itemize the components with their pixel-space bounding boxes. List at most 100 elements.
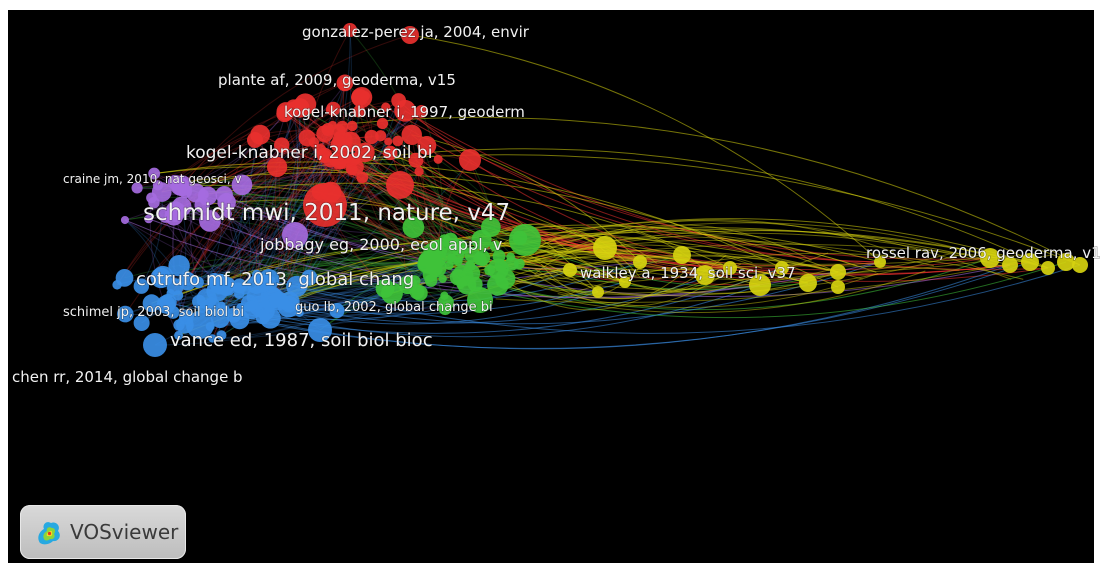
node-purple[interactable] (144, 214, 154, 224)
node-blue[interactable] (259, 307, 281, 329)
node-blue[interactable] (159, 293, 177, 311)
node-label[interactable]: craine jm, 2010, nat geosci, v (62, 171, 242, 186)
node-red[interactable] (343, 154, 353, 164)
node-blue[interactable] (178, 271, 197, 291)
node-blue[interactable] (174, 330, 184, 340)
node-red[interactable] (346, 120, 358, 132)
node-blue[interactable] (269, 291, 289, 311)
node-green[interactable] (474, 249, 491, 266)
node-red[interactable] (352, 105, 366, 118)
node-red[interactable] (401, 26, 419, 44)
node-yellow[interactable] (980, 248, 1000, 268)
node-purple[interactable] (282, 222, 308, 248)
node-label[interactable]: vance ed, 1987, soil biol bioc (169, 329, 433, 351)
node-blue[interactable] (112, 280, 122, 290)
node-red[interactable] (401, 124, 422, 146)
node-yellow[interactable] (592, 286, 604, 298)
node-label[interactable]: schimel jp, 2003, soil biol bi (62, 304, 244, 320)
node-blue[interactable] (242, 300, 261, 320)
node-blue[interactable] (308, 318, 332, 342)
node-red[interactable] (345, 163, 358, 176)
node-green[interactable] (438, 234, 452, 247)
node-yellow[interactable] (830, 264, 846, 280)
node-label[interactable]: kogel-knabner i, 1997, geoderm (283, 102, 525, 121)
node-green[interactable] (467, 287, 493, 313)
node-label[interactable]: guo lb, 2002, global change bi (294, 299, 493, 315)
node-yellow[interactable] (1002, 257, 1018, 273)
node-red[interactable] (392, 135, 404, 147)
node-red[interactable] (331, 154, 347, 170)
node-blue[interactable] (186, 311, 214, 339)
node-purple[interactable] (151, 182, 172, 202)
node-green[interactable] (418, 250, 442, 274)
node-blue[interactable] (133, 314, 150, 331)
node-purple[interactable] (131, 182, 143, 194)
node-green[interactable] (398, 275, 418, 295)
node-red[interactable] (417, 136, 437, 156)
node-blue[interactable] (210, 309, 230, 329)
node-yellow[interactable] (563, 263, 577, 277)
node-red[interactable] (382, 145, 398, 161)
node-green[interactable] (466, 260, 475, 269)
node-red[interactable] (415, 105, 429, 119)
node-red[interactable] (332, 130, 353, 151)
node-red[interactable] (364, 129, 379, 145)
node-green[interactable] (375, 278, 395, 298)
node-red[interactable] (326, 101, 341, 116)
node-red[interactable] (303, 183, 347, 227)
node-purple[interactable] (223, 209, 232, 219)
node-label[interactable]: walkley a, 1934, soil sci, v37 (579, 263, 796, 282)
node-label[interactable]: jobbagy eg, 2000, ecol appl, v (258, 234, 502, 254)
node-yellow[interactable] (1041, 261, 1055, 275)
node-blue[interactable] (143, 333, 167, 357)
node-red[interactable] (376, 117, 389, 130)
node-blue[interactable] (254, 274, 273, 293)
node-red[interactable] (266, 156, 288, 177)
node-yellow[interactable] (695, 265, 715, 285)
node-red[interactable] (338, 78, 352, 91)
node-yellow[interactable] (1021, 253, 1039, 271)
node-red[interactable] (384, 137, 393, 146)
node-green[interactable] (489, 240, 501, 252)
node-blue[interactable] (226, 307, 242, 323)
node-blue[interactable] (192, 276, 204, 288)
node-green[interactable] (509, 224, 541, 256)
node-purple[interactable] (231, 174, 253, 196)
node-green[interactable] (443, 244, 465, 265)
node-red[interactable] (247, 132, 263, 148)
node-blue[interactable] (192, 294, 207, 309)
node-label[interactable]: cotrufo mf, 2013, global chang (135, 268, 414, 290)
node-red[interactable] (355, 142, 375, 163)
node-yellow[interactable] (1057, 253, 1075, 271)
node-red[interactable] (273, 137, 290, 153)
node-yellow[interactable] (874, 256, 886, 268)
node-blue[interactable] (116, 305, 134, 323)
node-purple[interactable] (199, 210, 221, 232)
node-yellow[interactable] (1072, 257, 1088, 273)
node-yellow[interactable] (799, 274, 817, 292)
node-yellow[interactable] (593, 236, 617, 260)
node-blue[interactable] (133, 278, 150, 294)
node-purple[interactable] (146, 192, 157, 204)
node-red[interactable] (359, 91, 371, 102)
node-red[interactable] (386, 171, 414, 199)
node-green[interactable] (438, 274, 447, 284)
node-yellow[interactable] (749, 274, 771, 296)
node-blue[interactable] (217, 301, 226, 310)
node-green[interactable] (481, 217, 501, 237)
node-label[interactable]: schmidt mwi, 2011, nature, v47 (142, 199, 510, 226)
node-red[interactable] (298, 129, 316, 147)
node-blue[interactable] (286, 275, 308, 297)
node-blue[interactable] (142, 294, 161, 313)
node-red[interactable] (375, 130, 387, 142)
node-red[interactable] (315, 144, 327, 155)
node-yellow[interactable] (673, 246, 691, 264)
node-label[interactable]: gonzalez-perez ja, 2004, envir (301, 22, 530, 41)
node-green[interactable] (436, 245, 446, 255)
node-red[interactable] (290, 98, 310, 118)
node-red[interactable] (316, 125, 334, 143)
node-blue[interactable] (168, 254, 190, 277)
node-yellow[interactable] (619, 276, 631, 288)
node-label[interactable]: chen rr, 2014, global change b (11, 367, 243, 386)
